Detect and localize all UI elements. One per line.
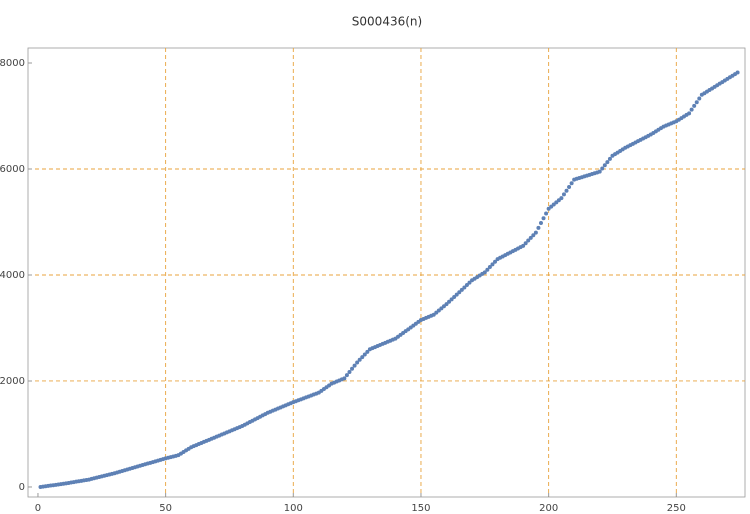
x-tick-label: 50: [159, 503, 172, 514]
y-tick-label: 0: [19, 482, 25, 493]
data-point: [533, 230, 538, 235]
data-point: [521, 243, 526, 248]
data-point: [357, 357, 362, 362]
data-point: [528, 235, 533, 240]
data-point: [347, 369, 352, 374]
data-point: [597, 169, 602, 174]
data-point: [487, 265, 492, 270]
data-point: [561, 192, 566, 197]
data-point: [602, 163, 607, 168]
data-point: [355, 360, 360, 365]
data-point: [564, 188, 569, 193]
x-tick-label: 100: [284, 503, 303, 514]
data-point: [360, 355, 365, 360]
data-point: [462, 285, 467, 290]
y-tick-label: 4000: [0, 270, 25, 281]
data-point: [490, 262, 495, 267]
y-tick-label: 8000: [0, 58, 25, 69]
y-tick-label: 2000: [0, 376, 25, 387]
data-point: [692, 103, 697, 108]
data-point: [362, 352, 367, 357]
data-point: [482, 270, 487, 275]
data-point: [531, 233, 536, 238]
x-tick-label: 200: [539, 503, 558, 514]
data-point: [735, 70, 740, 75]
data-point: [559, 196, 564, 201]
plot-frame: [27, 47, 746, 498]
x-tick-label: 150: [411, 503, 430, 514]
data-point: [569, 181, 574, 186]
data-point: [365, 349, 370, 354]
x-tick-label: 0: [35, 503, 41, 514]
x-tick-label: 250: [667, 503, 686, 514]
data-point: [350, 366, 355, 371]
data-point: [444, 302, 449, 307]
data-point: [523, 241, 528, 246]
data-point: [457, 290, 462, 295]
data-point: [447, 299, 452, 304]
data-point: [541, 216, 546, 221]
data-point: [493, 259, 498, 264]
data-point: [485, 267, 490, 272]
data-point: [536, 225, 541, 230]
data-point: [342, 376, 347, 381]
data-point: [697, 96, 702, 101]
data-point: [567, 185, 572, 190]
data-point: [600, 166, 605, 171]
data-point: [526, 238, 531, 243]
data-point: [694, 100, 699, 105]
data-point: [344, 373, 349, 378]
data-point: [464, 283, 469, 288]
data-point: [687, 111, 692, 116]
data-point: [467, 280, 472, 285]
data-point: [607, 156, 612, 161]
data-point: [605, 160, 610, 165]
data-point: [689, 107, 694, 112]
data-point: [459, 287, 464, 292]
data-point: [449, 297, 454, 302]
data-point: [538, 221, 543, 226]
data-point: [352, 363, 357, 368]
data-point: [544, 211, 549, 216]
data-point: [452, 294, 457, 299]
chart-title: S000436(n): [352, 15, 422, 29]
y-tick-label: 6000: [0, 164, 25, 175]
data-point: [454, 292, 459, 297]
